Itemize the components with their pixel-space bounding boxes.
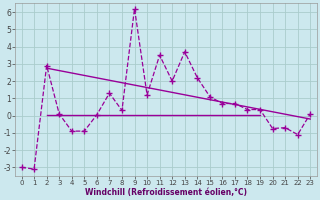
X-axis label: Windchill (Refroidissement éolien,°C): Windchill (Refroidissement éolien,°C) [85,188,247,197]
